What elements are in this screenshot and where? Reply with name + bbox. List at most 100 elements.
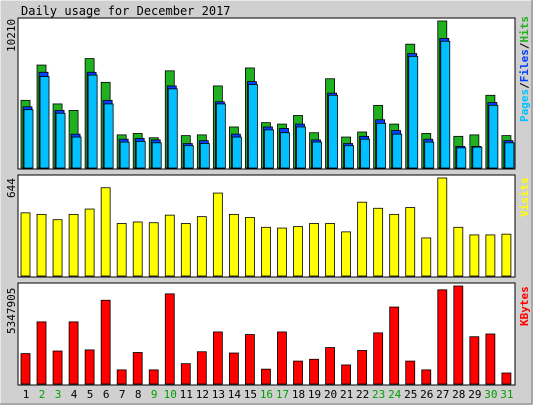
bar-pages [504,142,515,169]
right-label-part: Visits [518,177,531,217]
bar-visits [20,212,31,277]
right-label-part: KBytes [518,286,531,326]
bar-pages [360,138,371,169]
x-tick-label: 29 [468,388,481,401]
bar-pages [280,132,290,169]
bar-kbytes [341,364,352,385]
bar-pages [424,141,435,169]
bar-kbytes [228,352,239,385]
bar-kbytes [469,336,480,385]
bar-pages [392,133,403,169]
x-tick-label: 25 [404,388,417,401]
bar-pages [488,104,499,169]
x-axis-labels: 1 2 3 4 5 6 7 8 9 10 11 12 13 14 15 16 17 18 19 20 21 22 23 24 2… [23,388,514,401]
bar-visits [389,213,400,277]
bar-visits [132,221,143,277]
right-label-part: / [518,82,531,89]
x-tick-label: 16 [260,388,273,401]
x-tick-label: 2 [39,388,46,401]
x-tick-label: 9 [151,388,158,401]
bar-pages [328,94,338,169]
panel-right-label-1: Visits [518,177,531,217]
bar-visits [373,207,384,277]
bar-kbytes [325,347,335,385]
bar-visits [100,187,111,277]
right-label-part: Pages [518,89,531,122]
right-label-part: Hits [518,16,531,43]
bar-visits [68,213,79,277]
bar-visits [212,192,223,277]
bar-pages [231,136,242,169]
bar-pages [215,103,226,169]
bar-pages [296,126,306,169]
x-tick-label: 12 [196,388,209,401]
panel-2-ymax-label: 644 [5,178,18,198]
bar-pages [456,147,467,169]
bar-pages [55,112,66,169]
x-tick-label: 22 [356,388,369,401]
x-tick-label: 5 [87,388,94,401]
bar-visits [116,223,127,277]
x-tick-label: 3 [55,388,62,401]
bar-pages [71,136,82,169]
x-tick-label: 28 [452,388,465,401]
bar-kbytes [373,332,384,385]
panel-3-ymax-label: 5347905 [5,288,18,334]
bar-visits [196,216,207,277]
bar-pages [135,140,146,169]
bar-kbytes [357,350,368,385]
bar-kbytes [245,334,255,385]
bar-kbytes [52,350,63,385]
bar-visits [309,223,319,277]
x-tick-label: 24 [388,388,402,401]
bar-pages [119,141,130,169]
bar-visits [325,223,335,277]
bar-kbytes [212,331,223,385]
bar-kbytes [180,363,191,385]
bar-pages [264,129,274,169]
bar-pages [344,145,355,169]
bar-kbytes [84,349,95,385]
bar-visits [261,226,271,277]
x-tick-label: 11 [180,388,193,401]
x-tick-label: 18 [292,388,305,401]
x-tick-label: 1 [23,388,30,401]
bar-kbytes [277,331,287,385]
bar-visits [469,234,480,277]
bar-pages [472,146,483,169]
bar-visits [341,231,352,277]
x-tick-label: 7 [119,388,126,401]
bar-pages [167,88,178,169]
x-tick-label: 4 [71,388,78,401]
x-tick-label: 15 [244,388,257,401]
bar-pages [39,76,50,169]
bar-visits [437,177,448,277]
bar-visits [148,222,159,277]
bar-kbytes [20,353,31,385]
bar-pages [183,145,194,169]
bar-pages [103,103,114,169]
bar-pages [440,40,451,169]
bar-pages [248,84,258,169]
bar-visits [293,226,303,277]
x-tick-label: 20 [324,388,337,401]
x-tick-label: 6 [103,388,110,401]
bar-kbytes [485,333,496,385]
bar-visits [405,207,416,277]
bar-visits [245,217,255,277]
bar-kbytes [437,289,448,385]
bar-pages [199,143,210,169]
bar-kbytes [405,360,416,385]
bar-visits [36,213,47,277]
bar-visits [84,208,95,277]
bar-kbytes [100,299,111,385]
bar-visits [421,237,432,277]
bar-visits [164,214,175,277]
bar-pages [23,109,34,169]
bar-kbytes [453,285,464,385]
x-tick-label: 31 [500,388,513,401]
right-label-part: / [518,42,531,49]
x-tick-label: 17 [276,388,289,401]
